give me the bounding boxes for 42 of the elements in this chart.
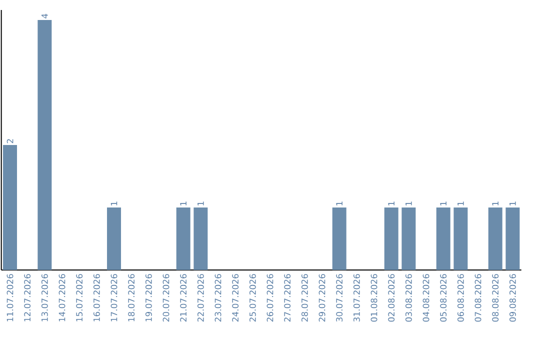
x-tick-label: 27.07.2026 — [284, 274, 291, 322]
x-tick-label: 20.07.2026 — [162, 274, 170, 322]
x-tick-label: 30.07.2026 — [336, 274, 343, 322]
data-label: 1 — [510, 202, 516, 206]
x-tick-label: 28.07.2026 — [301, 274, 308, 322]
data-label: 1 — [110, 202, 118, 206]
x-tick-label: 23.07.2026 — [214, 274, 222, 322]
x-tick-label: 05.08.2026 — [440, 274, 447, 322]
x-tick-label: 04.08.2026 — [422, 274, 430, 322]
x-tick-label: 29.07.2026 — [318, 274, 326, 322]
x-tick-label: 18.07.2026 — [128, 274, 135, 322]
x-tick-label: 31.07.2026 — [353, 274, 360, 322]
data-label: 1 — [180, 202, 186, 206]
x-tick-label: 22.07.2026 — [197, 274, 204, 322]
x-tick-label: 12.07.2026 — [24, 274, 31, 322]
data-label: 1 — [388, 202, 394, 206]
x-tick-label: 21.07.2026 — [180, 274, 187, 322]
data-label: 1 — [198, 202, 204, 206]
x-tick-label: 25.07.2026 — [249, 274, 256, 322]
x-tick-label: 17.07.2026 — [110, 274, 118, 322]
data-label: 1 — [336, 202, 342, 206]
x-tick-label: 07.08.2026 — [474, 274, 482, 322]
data-label: 1 — [406, 202, 412, 206]
data-label: 1 — [440, 202, 446, 206]
x-tick-label: 13.07.2026 — [41, 274, 48, 322]
x-tick-label: 24.07.2026 — [232, 274, 239, 322]
x-tick-label: 14.07.2026 — [58, 274, 66, 322]
x-tick-label: 26.07.2026 — [266, 274, 274, 322]
data-label: 4 — [42, 14, 48, 18]
data-label: 1 — [458, 202, 464, 206]
x-tick-label: 19.07.2026 — [145, 274, 152, 322]
x-tick-label: 06.08.2026 — [457, 274, 464, 322]
x-tick-label: 16.07.2026 — [93, 274, 100, 322]
x-tick-label: 08.08.2026 — [492, 274, 499, 322]
x-tick-label: 09.08.2026 — [509, 274, 516, 322]
x-tick-label: 02.08.2026 — [388, 274, 395, 322]
x-tick-label: 03.08.2026 — [405, 274, 412, 322]
x-tick-label: 11.07.2026 — [6, 274, 14, 322]
data-label: 2 — [6, 139, 14, 144]
x-tick-label: 15.07.2026 — [76, 274, 83, 322]
x-tick-label: 01.08.2026 — [370, 274, 378, 322]
data-label: 1 — [492, 202, 498, 206]
